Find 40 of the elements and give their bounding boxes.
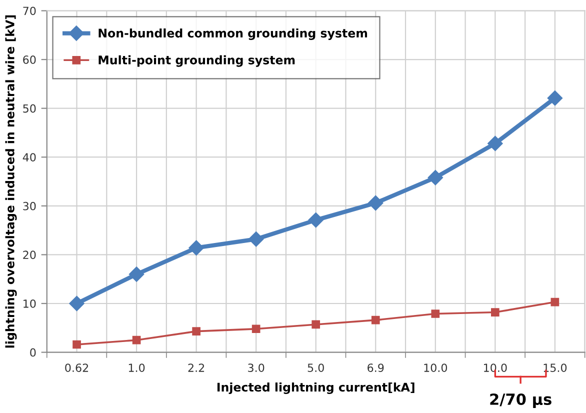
x-tick-label: 10.0 <box>424 364 448 372</box>
point <box>248 232 264 247</box>
x-tick-label: 5.0 <box>308 364 324 372</box>
text: 2/70 μs <box>490 393 552 408</box>
point <box>371 316 380 324</box>
x-tick-label: 10.0 <box>484 364 507 372</box>
point <box>550 298 560 306</box>
point <box>312 320 320 329</box>
point <box>428 170 443 186</box>
point <box>431 310 440 318</box>
y-tick-label: 20 <box>23 250 36 260</box>
point <box>128 266 144 282</box>
point <box>368 195 384 211</box>
y-tick-label: 60 <box>23 56 36 64</box>
x-tick-label: 0.62 <box>65 364 88 372</box>
y-tick-label: 50 <box>23 104 36 113</box>
point <box>488 136 503 152</box>
point <box>192 327 200 336</box>
x-tick-label: 2.2 <box>188 364 204 372</box>
x-tick-label: 1.0 <box>128 364 145 372</box>
legend-label: Multi-point grounding system <box>98 55 295 67</box>
y-tick-label: 40 <box>22 153 36 162</box>
x-tick-label: 3.0 <box>248 364 264 372</box>
y-tick-label: 70 <box>23 6 36 16</box>
point <box>491 308 500 316</box>
point <box>308 212 324 228</box>
point <box>69 296 84 312</box>
x-tick-label: 15.0 <box>544 364 567 372</box>
point <box>72 340 81 349</box>
x-axis-title: Injected lightning current[kA] <box>217 382 414 394</box>
y-axis-title: lightning overvoltage induced in neutral wire [kV] <box>5 15 17 348</box>
point <box>188 240 204 256</box>
y-tick-label: 10 <box>24 299 36 308</box>
point <box>132 336 141 344</box>
point <box>252 324 260 334</box>
point <box>547 90 563 106</box>
legend-label: Non-bundled common grounding system <box>98 28 368 40</box>
x-tick-label: 6.9 <box>368 364 384 372</box>
y-tick-label: 0 <box>30 348 36 357</box>
y-tick-label: 30 <box>23 202 36 210</box>
